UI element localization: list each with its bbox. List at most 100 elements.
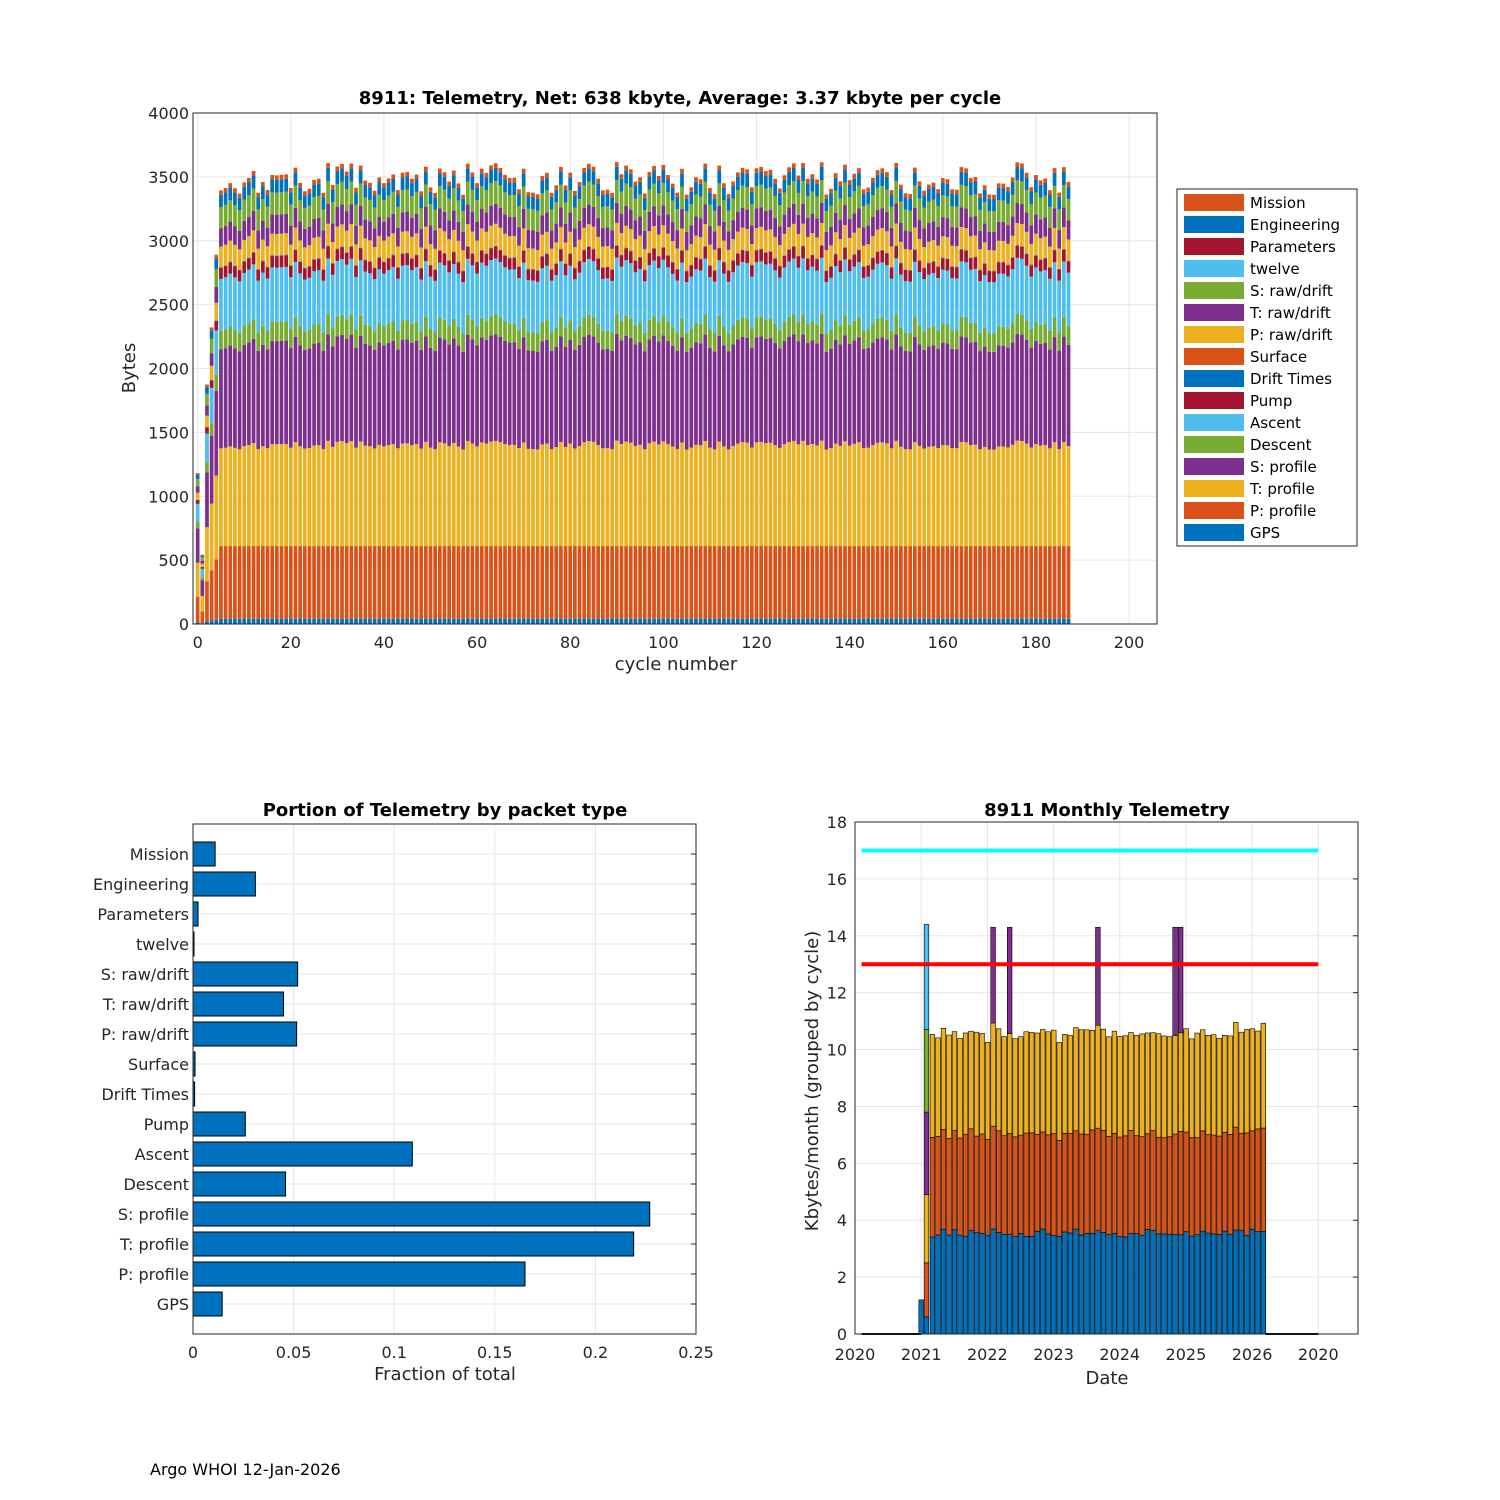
cycle-bar-segment: [260, 325, 265, 345]
cycle-bar-segment: [638, 444, 642, 547]
month-bar-segment: [995, 1130, 1002, 1233]
cycle-bar-segment: [456, 326, 461, 346]
cycle-bar-segment: [754, 317, 759, 338]
cycle-bar-segment: [908, 193, 913, 199]
cycle-bar-segment: [796, 444, 801, 547]
cycle-bar-segment: [377, 257, 382, 270]
cycle-bar-segment: [451, 264, 456, 319]
legend-swatch: [1184, 414, 1244, 431]
cycle-bar-segment: [964, 186, 968, 209]
cycle-bar-segment: [251, 230, 256, 252]
cycle-bar-segment: [274, 267, 279, 322]
cycle-bar-segment: [973, 342, 978, 445]
month-bar-segment: [990, 1022, 996, 1127]
cycle-bar-segment: [954, 330, 959, 350]
cycle-bar-segment: [465, 258, 470, 315]
cycle-bar-segment: [871, 269, 875, 324]
category-label: Engineering: [93, 875, 189, 894]
cycle-bar-segment: [982, 189, 987, 203]
cycle-bar-segment: [349, 546, 354, 619]
cycle-bar-segment: [363, 185, 368, 198]
cycle-bar-segment: [573, 207, 577, 229]
cycle-bar-segment: [838, 344, 843, 446]
cycle-bar-segment: [517, 448, 521, 547]
cycle-bar-segment: [219, 448, 223, 547]
cycle-bar-segment: [824, 198, 829, 212]
cycle-bar-segment: [423, 261, 428, 317]
cycle-bar-segment: [703, 314, 708, 335]
cycle-bar-segment: [200, 557, 205, 561]
cycle-bar-segment: [736, 320, 740, 340]
cycle-bar-segment: [1066, 198, 1071, 221]
cycle-bar-segment: [875, 174, 880, 188]
cycle-bar-segment: [968, 269, 973, 324]
cycle-bar-segment: [447, 272, 451, 326]
cycle-telemetry-chart: 0 20 40 60 80 100 120 140 160 180 2000500100015002…: [119, 88, 1358, 675]
cycle-bar-segment: [880, 546, 885, 619]
cycle-bar-segment: [666, 546, 670, 619]
cycle-bar-segment: [489, 260, 493, 316]
x-tick-label: 0.15: [477, 1343, 513, 1362]
cycle-bar-segment: [284, 321, 289, 341]
cycle-bar-segment: [1020, 440, 1024, 547]
cycle-bar-segment: [344, 443, 349, 547]
cycle-bar-segment: [684, 333, 689, 352]
cycle-bar-segment: [354, 347, 358, 448]
cycle-bar-segment: [288, 188, 293, 193]
cycle-bar-segment: [1006, 191, 1010, 204]
portion-chart-title: Portion of Telemetry by packet type: [263, 800, 628, 821]
cycle-bar-segment: [498, 167, 503, 173]
cycle-bar-segment: [880, 208, 885, 229]
cycle-bar-segment: [563, 546, 568, 619]
cycle-bar-segment: [1057, 332, 1062, 351]
month-bar-segment: [1117, 1036, 1123, 1138]
cycle-bar-segment: [517, 227, 521, 246]
cycle-bar-segment: [358, 225, 363, 248]
cycle-bar-segment: [214, 330, 219, 376]
cycle-bar-segment: [959, 336, 964, 442]
cycle-bar-segment: [926, 346, 931, 447]
cycle-bar-segment: [908, 351, 913, 450]
cycle-bar-segment: [787, 546, 791, 619]
cycle-bar-segment: [694, 342, 698, 445]
cycle-bar-segment: [922, 448, 927, 547]
cycle-bar-segment: [205, 405, 209, 416]
cycle-bar-segment: [638, 322, 642, 343]
cycle-bar-segment: [368, 199, 372, 222]
month-bar-segment: [1183, 1028, 1189, 1133]
cycle-bar-segment: [493, 546, 498, 619]
cycle-bar-segment: [288, 618, 293, 624]
cycle-bar-segment: [461, 198, 465, 212]
cycle-bar-segment: [489, 441, 493, 547]
cycle-bar-segment: [512, 269, 517, 324]
cycle-bar-segment: [377, 444, 382, 547]
cycle-bar-segment: [312, 343, 316, 446]
month-bar-segment: [1056, 1042, 1062, 1141]
cycle-bar-segment: [302, 207, 307, 229]
cycle-bar-segment: [791, 203, 796, 224]
cycle-bar-segment: [279, 214, 284, 234]
cycle-bar-segment: [624, 441, 628, 547]
cycle-bar-segment: [675, 280, 680, 333]
cycle-bar-segment: [829, 329, 833, 349]
month-bar-segment: [1111, 1030, 1118, 1134]
cycle-bar-segment: [302, 618, 307, 624]
cycle-bar-segment: [577, 344, 582, 447]
cycle-bar-segment: [1066, 186, 1071, 199]
cycle-bar-segment: [400, 546, 405, 619]
cycle-bar-segment: [973, 618, 978, 624]
cycle-bar-segment: [694, 257, 698, 270]
cycle-bar-segment: [903, 230, 908, 250]
cycle-bar-segment: [270, 233, 275, 255]
cycle-bar-segment: [195, 473, 200, 475]
cycle-bar-segment: [731, 185, 736, 199]
cycle-bar-segment: [638, 342, 642, 445]
cycle-bar-segment: [396, 546, 400, 619]
x-tick-label: 0.1: [381, 1343, 406, 1362]
cycle-bar-segment: [829, 348, 833, 448]
cycle-bar-segment: [754, 172, 759, 186]
cycle-bar-segment: [368, 221, 372, 241]
month-bar-segment: [1018, 1233, 1024, 1335]
cycle-bar-segment: [247, 546, 251, 619]
cycle-bar-segment: [1043, 195, 1048, 218]
